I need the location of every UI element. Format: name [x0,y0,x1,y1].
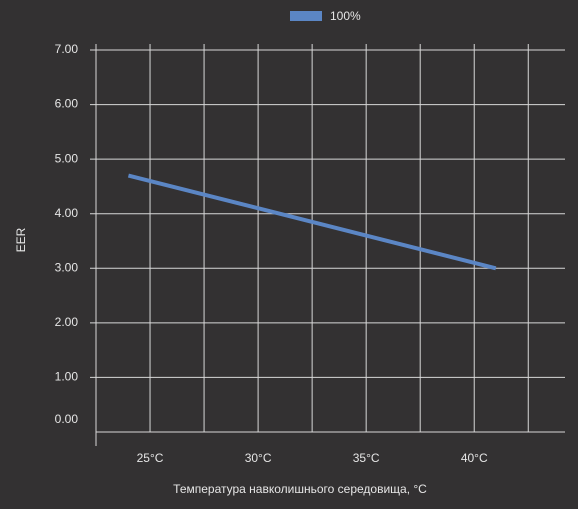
legend-swatch [290,11,322,21]
x-tick-label: 30°C [245,451,272,465]
y-axis-title: EER [14,227,28,252]
y-tick-label: 5.00 [55,151,79,165]
y-tick-label: 2.00 [55,315,79,329]
y-tick-label: 7.00 [55,42,79,56]
y-tick-label: 3.00 [55,260,79,274]
x-tick-label: 25°C [137,451,164,465]
y-tick-label: 1.00 [55,370,79,384]
legend-label: 100% [330,9,361,23]
x-axis-title: Температура навколишнього середовища, °C [173,482,427,496]
line-series [127,173,497,271]
y-tick-label: 4.00 [55,206,79,220]
y-tick-label: 0.00 [55,412,79,426]
x-tick-label: 40°C [461,451,488,465]
x-tick-label: 35°C [353,451,380,465]
y-tick-label: 6.00 [55,97,79,111]
